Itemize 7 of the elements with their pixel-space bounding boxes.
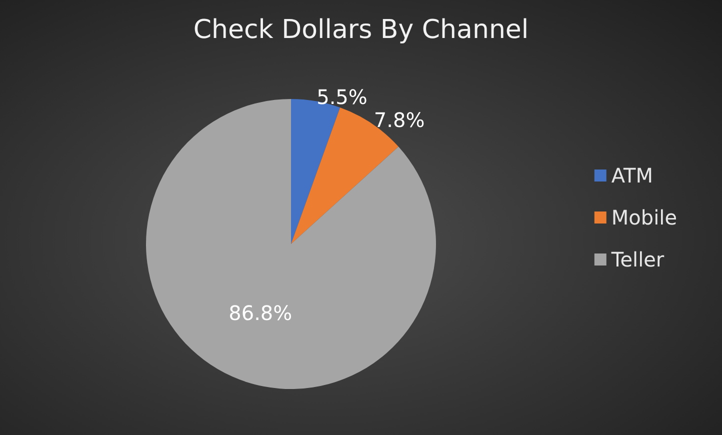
data-label: 5.5% bbox=[316, 85, 368, 110]
legend-label: Teller bbox=[610, 248, 665, 272]
legend-label: Mobile bbox=[611, 206, 678, 230]
chart-title: Check Dollars By Channel bbox=[193, 15, 529, 45]
data-label: 7.8% bbox=[374, 108, 425, 132]
legend-label: ATM bbox=[611, 164, 654, 188]
data-label: 86.8% bbox=[228, 301, 292, 326]
